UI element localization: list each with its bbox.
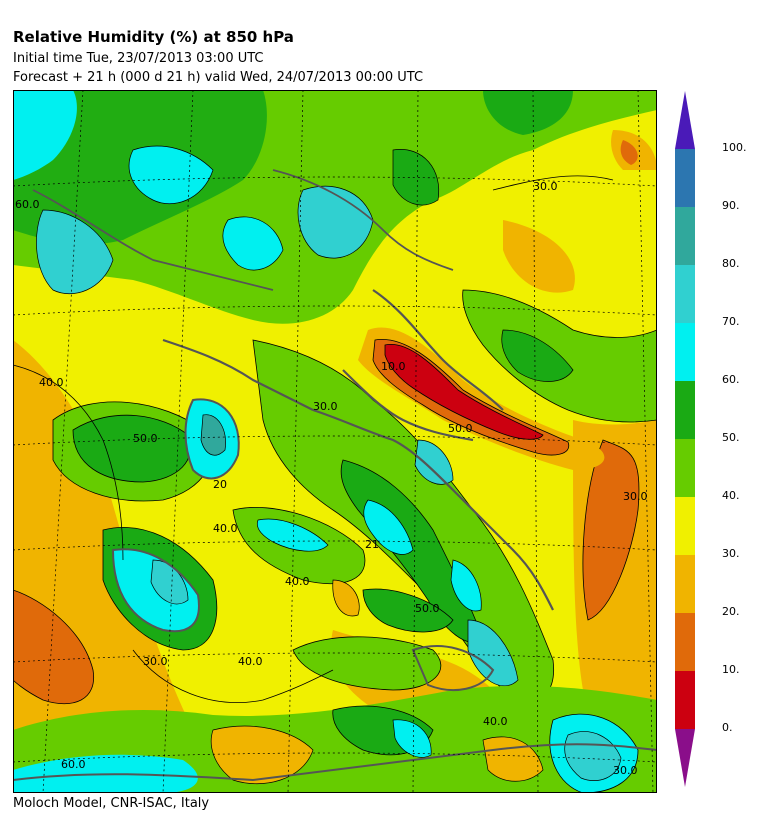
legend-swatch [675, 497, 695, 555]
legend-label: 40. [722, 489, 740, 502]
legend-label: 10. [722, 663, 740, 676]
contour-label: 60.0 [61, 758, 86, 771]
legend-swatch [675, 265, 695, 323]
humidity-map: 60.0 40.0 50.0 40.0 30.0 30.0 21 20 10.0… [13, 90, 657, 793]
legend-top-arrow [675, 91, 695, 149]
contour-label: 40.0 [39, 376, 64, 389]
contour-label: 40.0 [213, 522, 238, 535]
contour-label: 50.0 [415, 602, 440, 615]
legend-label: 70. [722, 315, 740, 328]
legend-swatch [675, 323, 695, 381]
contour-label: 50.0 [448, 422, 473, 435]
contour-label: 21 [365, 538, 379, 551]
contour-label: 60.0 [15, 198, 40, 211]
contour-label: 30.0 [143, 655, 168, 668]
contour-label: 20 [213, 478, 227, 491]
legend-label: 80. [722, 257, 740, 270]
legend-label: 90. [722, 199, 740, 212]
contour-label: 10.0 [381, 360, 406, 373]
contour-label: 30.0 [313, 400, 338, 413]
contour-label: 40.0 [285, 575, 310, 588]
legend-label: 60. [722, 373, 740, 386]
legend-bottom-arrow [675, 729, 695, 787]
legend-swatch [675, 381, 695, 439]
initial-time: Initial time Tue, 23/07/2013 03:00 UTC [13, 51, 264, 66]
contour-label: 30.0 [623, 490, 648, 503]
contour-label: 30.0 [533, 180, 558, 193]
contour-label: 30.0 [613, 764, 638, 777]
legend-swatch [675, 555, 695, 613]
legend-label: 0. [722, 721, 733, 734]
legend-label: 30. [722, 547, 740, 560]
forecast-time: Forecast + 21 h (000 d 21 h) valid Wed, … [13, 70, 424, 85]
model-credit: Moloch Model, CNR-ISAC, Italy [13, 796, 210, 811]
contour-label: 40.0 [483, 715, 508, 728]
legend-swatch [675, 671, 695, 729]
contour-label: 40.0 [238, 655, 263, 668]
color-legend [675, 91, 695, 787]
legend-swatch [675, 149, 695, 207]
legend-label: 20. [722, 605, 740, 618]
legend-label: 100. [722, 141, 747, 154]
legend-swatch [675, 613, 695, 671]
legend-label: 50. [722, 431, 740, 444]
legend-swatch [675, 207, 695, 265]
legend-swatch [675, 439, 695, 497]
contour-label: 50.0 [133, 432, 158, 445]
map-title: Relative Humidity (%) at 850 hPa [13, 28, 294, 46]
